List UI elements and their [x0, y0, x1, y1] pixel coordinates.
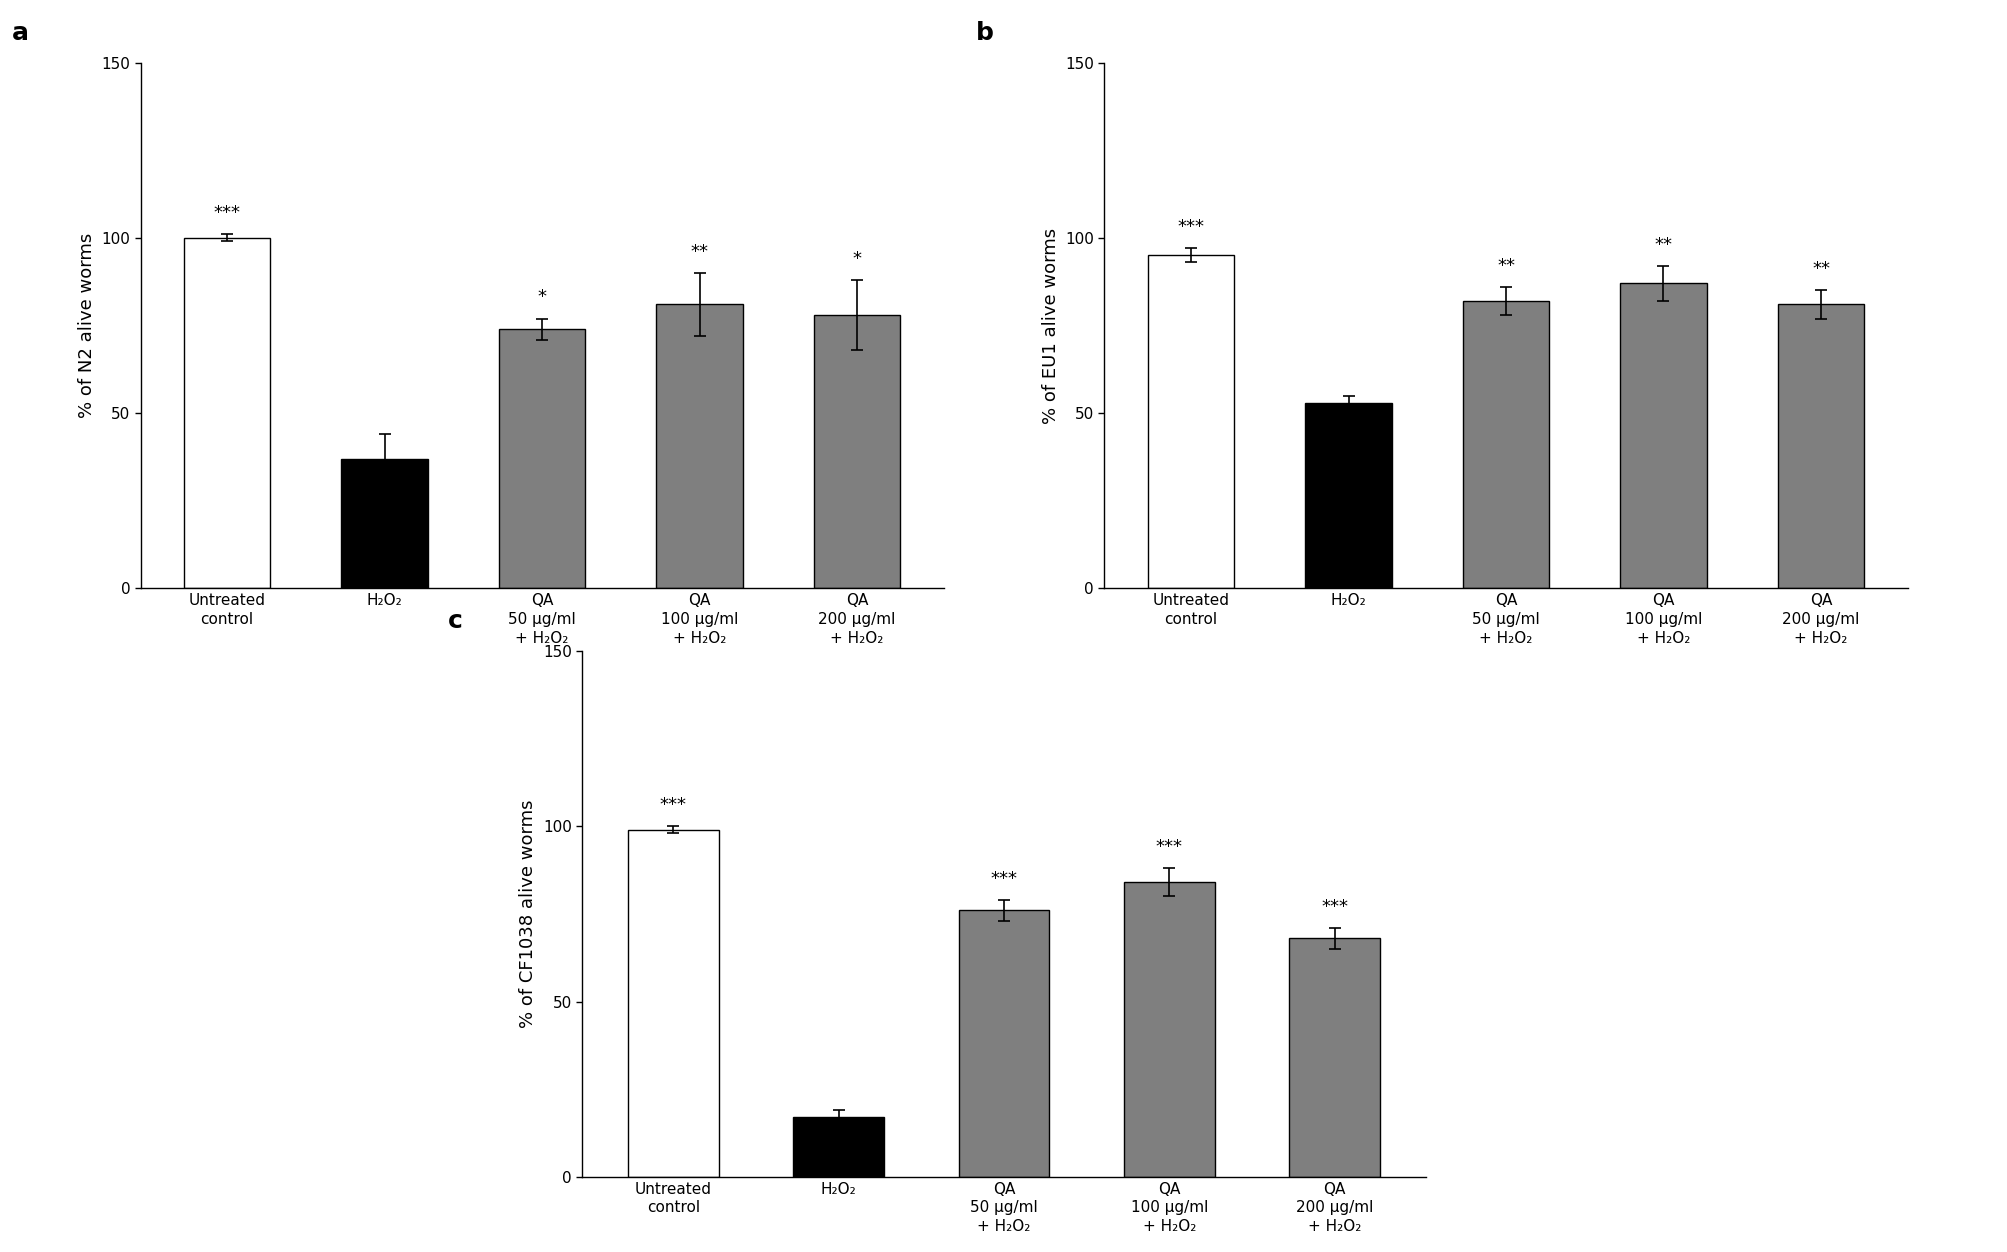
- Bar: [957, 910, 1050, 1177]
- Bar: [341, 458, 427, 588]
- Bar: [628, 830, 719, 1177]
- Text: c: c: [448, 608, 462, 634]
- Text: *: *: [538, 288, 546, 307]
- Text: **: **: [1497, 257, 1513, 274]
- Text: ***: ***: [1156, 838, 1182, 856]
- Text: *: *: [853, 249, 861, 268]
- Bar: [1461, 300, 1549, 588]
- Text: **: **: [690, 243, 708, 260]
- Text: ***: ***: [213, 204, 241, 222]
- Bar: [1620, 283, 1706, 588]
- Bar: [656, 304, 743, 588]
- Bar: [793, 1117, 883, 1177]
- Bar: [498, 329, 586, 588]
- Bar: [1148, 255, 1234, 588]
- Text: b: b: [975, 20, 993, 45]
- Bar: [1124, 883, 1214, 1177]
- Bar: [1305, 403, 1391, 588]
- Bar: [1288, 939, 1379, 1177]
- Text: ***: ***: [989, 870, 1018, 888]
- Bar: [813, 316, 899, 588]
- Text: ***: ***: [1321, 898, 1347, 915]
- Y-axis label: % of CF1038 alive worms: % of CF1038 alive worms: [520, 800, 538, 1028]
- Text: **: **: [1654, 235, 1672, 254]
- Bar: [185, 238, 271, 588]
- Y-axis label: % of N2 alive worms: % of N2 alive worms: [78, 233, 96, 418]
- Text: ***: ***: [1176, 218, 1204, 237]
- Y-axis label: % of EU1 alive worms: % of EU1 alive worms: [1042, 228, 1060, 423]
- Bar: [1776, 304, 1862, 588]
- Text: ***: ***: [660, 796, 686, 814]
- Text: a: a: [12, 20, 28, 45]
- Text: **: **: [1810, 260, 1828, 278]
